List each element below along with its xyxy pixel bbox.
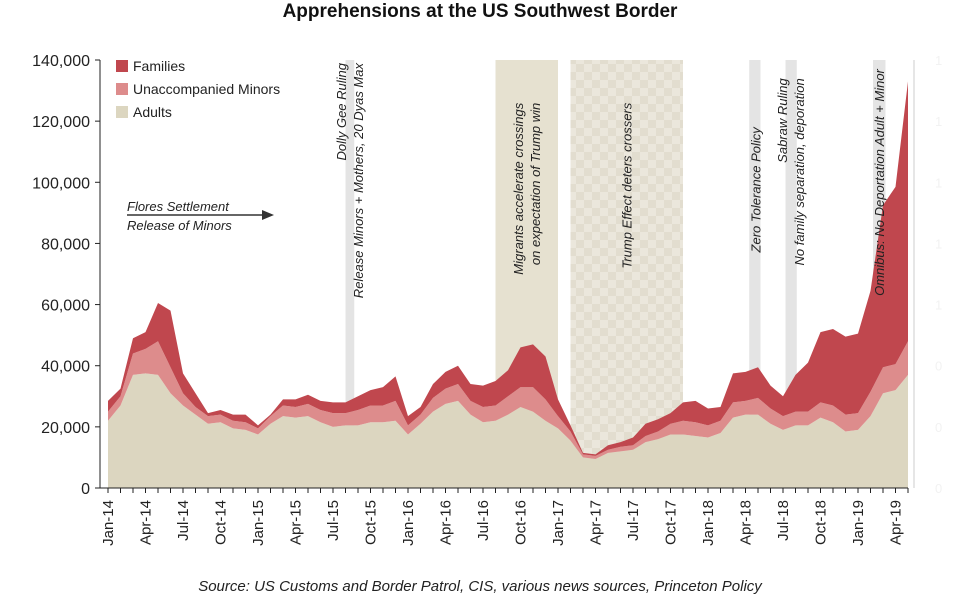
y-tick-label: 60,000 xyxy=(41,298,90,315)
x-tick-label: Apr-17 xyxy=(588,500,605,545)
shaded-period-4 xyxy=(785,60,797,488)
legend: Families Unaccompanied Minors Adults xyxy=(116,58,280,120)
annotation-0-line-0: Dolly Gee Ruling xyxy=(334,62,349,160)
shaded-period-0 xyxy=(345,60,355,488)
x-tick-label: Apr-19 xyxy=(888,500,905,545)
x-tick-label: Oct-17 xyxy=(663,500,680,545)
right-axis-tick-label: 1 xyxy=(935,298,942,313)
right-axis-tick-label: 0 xyxy=(935,481,942,496)
annotation-4-line-0: Sabraw Ruling xyxy=(775,78,790,163)
legend-label-adults: Adults xyxy=(133,104,172,120)
x-tick-label: Jan-15 xyxy=(250,500,267,546)
y-tick-label: 40,000 xyxy=(41,359,90,376)
x-tick-label: Jan-14 xyxy=(100,500,117,546)
x-tick-label: Jul-17 xyxy=(625,500,642,541)
flores-arrow-head xyxy=(262,210,274,220)
y-tick-label: 80,000 xyxy=(41,236,90,253)
x-tick-label: Jul-15 xyxy=(325,500,342,541)
source-note: Source: US Customs and Border Patrol, CI… xyxy=(198,578,762,595)
stacked-areas xyxy=(108,81,908,488)
flores-label-line-2: Release of Minors xyxy=(127,218,232,233)
y-tick-label: 140,000 xyxy=(32,53,90,70)
x-tick-label: Apr-18 xyxy=(738,500,755,545)
shaded-period-3 xyxy=(749,60,761,488)
x-tick-label: Jan-17 xyxy=(550,500,567,546)
right-axis-tick-label: 1 xyxy=(935,114,942,129)
x-tick-label: Jan-16 xyxy=(400,500,417,546)
y-tick-label: 120,000 xyxy=(32,114,90,131)
legend-swatch-adults xyxy=(116,106,128,118)
y-tick-label: 20,000 xyxy=(41,420,90,437)
x-tick-label: Oct-18 xyxy=(813,500,830,545)
legend-label-families: Families xyxy=(133,58,185,74)
x-tick-label: Apr-16 xyxy=(438,500,455,545)
annotation-1-line-1: on expectation of Trump win xyxy=(528,103,543,265)
annotation-2-line-0: Trump Effect deters crossers xyxy=(620,102,635,268)
chart-title: Apprehensions at the US Southwest Border xyxy=(282,1,678,22)
axes: 0 0 0 1 1 1 1 1 0 20,000 40,000 60,000 80,000 100,000… xyxy=(32,53,942,546)
annotation-5-line-0: Omnibus: No Deportation Adult + Minor xyxy=(872,68,887,295)
x-tick-label: Jan-18 xyxy=(700,500,717,546)
annotation-1-line-0: Migrants accelerate crossings xyxy=(511,102,526,274)
x-tick-label: Jan-19 xyxy=(850,500,867,546)
annotation-4-line-1: No family separation, deporation xyxy=(792,78,807,265)
x-tick-label: Jul-14 xyxy=(175,500,192,541)
x-tick-label: Jul-18 xyxy=(775,500,792,541)
area-series-families xyxy=(108,81,908,456)
x-tick-label: Jul-16 xyxy=(475,500,492,541)
right-axis-tick-label: 1 xyxy=(935,175,942,190)
annotation-3-line-0: Zero Tolerance Policy xyxy=(749,126,764,254)
x-tick-label: Apr-14 xyxy=(138,500,155,545)
legend-label-unaccompanied-minors: Unaccompanied Minors xyxy=(133,81,280,97)
area-series-adults xyxy=(108,373,908,488)
x-tick-label: Apr-15 xyxy=(288,500,305,545)
right-axis-tick-label: 0 xyxy=(935,359,942,374)
area-series-unaccompanied-minors xyxy=(108,341,908,459)
right-axis-tick-label: 0 xyxy=(935,420,942,435)
annotation-0-line-1: Release Minors + Mothers, 20 Dyas Max xyxy=(351,63,366,299)
x-tick-label: Oct-16 xyxy=(513,500,530,545)
flores-label-line-1: Flores Settlement xyxy=(127,199,230,214)
legend-swatch-unaccompanied-minors xyxy=(116,83,128,95)
annotations: Dolly Gee Ruling Release Minors + Mothers… xyxy=(127,62,887,298)
legend-swatch-families xyxy=(116,60,128,72)
right-axis-tick-label: 1 xyxy=(935,236,942,251)
x-tick-label: Oct-15 xyxy=(363,500,380,545)
right-axis-tick-label: 1 xyxy=(935,53,942,68)
x-tick-label: Oct-14 xyxy=(213,500,230,545)
y-tick-label: 0 xyxy=(81,481,90,498)
y-tick-label: 100,000 xyxy=(32,175,90,192)
